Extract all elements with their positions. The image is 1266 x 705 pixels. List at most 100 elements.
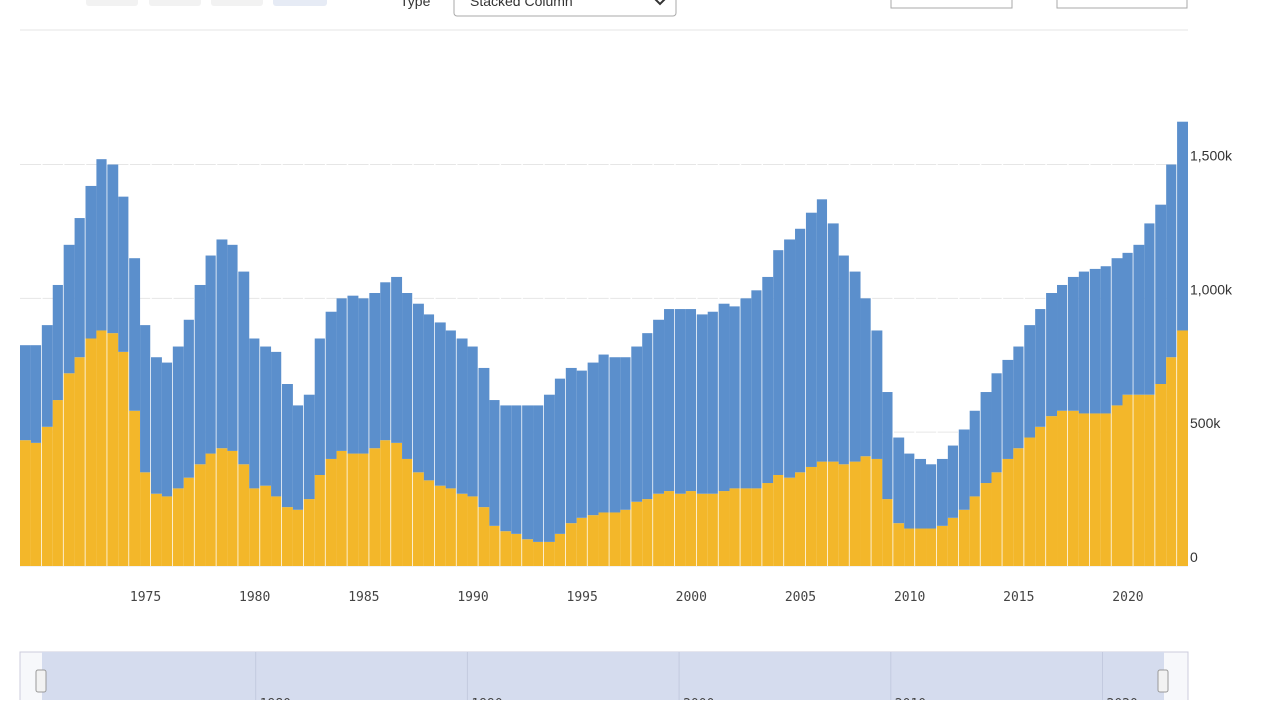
column-segment	[1035, 426, 1047, 566]
column-segment	[380, 282, 392, 441]
date-input[interactable]	[890, 0, 1013, 9]
range-button[interactable]	[273, 0, 327, 6]
column-segment	[63, 244, 75, 374]
column-segment	[260, 485, 272, 566]
column-segment	[991, 472, 1003, 566]
column-segment	[980, 483, 992, 566]
column-segment	[674, 493, 686, 566]
column-segment	[816, 461, 828, 566]
column-segment	[554, 533, 566, 566]
column-segment	[685, 491, 697, 566]
column-segment	[281, 384, 293, 508]
column-segment	[740, 298, 752, 489]
range-button[interactable]	[86, 0, 138, 6]
type-select[interactable]	[453, 0, 677, 17]
column-segment	[1177, 330, 1188, 566]
column-segment	[707, 311, 719, 494]
column-segment	[238, 464, 250, 566]
column-segment	[718, 303, 730, 492]
column-segment	[467, 496, 479, 566]
column-segment	[172, 346, 184, 489]
column-segment	[543, 541, 555, 566]
column-segment	[915, 528, 927, 566]
column-segment	[303, 394, 315, 500]
column-segment	[587, 362, 599, 516]
column-segment	[194, 284, 206, 465]
column-segment	[336, 298, 348, 451]
column-segment	[882, 499, 894, 566]
column-segment	[1144, 223, 1156, 395]
column-segment	[718, 491, 730, 566]
column-segment	[882, 392, 894, 500]
column-segment	[893, 437, 905, 524]
column-segment	[281, 507, 293, 566]
column-segment	[456, 338, 468, 494]
navigator-selection[interactable]	[42, 652, 1164, 705]
column-segment	[926, 464, 937, 529]
column-segment	[118, 196, 130, 352]
column-segment	[292, 509, 304, 566]
column-segment	[533, 541, 544, 566]
column-segment	[1078, 413, 1090, 566]
column-segment	[522, 405, 534, 540]
column-segment	[402, 293, 413, 459]
column-segment	[20, 345, 31, 441]
column-segment	[314, 338, 326, 475]
column-segment	[1067, 276, 1079, 411]
column-segment	[314, 475, 326, 566]
column-segment	[249, 488, 261, 566]
column-segment	[1046, 293, 1058, 417]
x-tick-label: 2010	[894, 590, 925, 605]
column-segment	[478, 507, 490, 566]
column-segment	[511, 405, 523, 534]
column-segment	[1166, 357, 1178, 566]
column-segment	[161, 362, 173, 497]
column-segment	[620, 509, 632, 566]
column-segment	[1002, 458, 1014, 566]
column-segment	[391, 442, 403, 566]
y-tick-label: 1,500k	[1190, 148, 1233, 164]
x-tick-label: 1980	[239, 590, 270, 605]
range-button[interactable]	[149, 0, 201, 6]
column-segment	[172, 488, 184, 566]
column-segment	[751, 290, 763, 489]
column-segment	[412, 472, 424, 566]
column-segment	[587, 515, 599, 566]
column-segment	[489, 525, 501, 566]
column-segment	[434, 485, 446, 566]
column-segment	[227, 450, 239, 566]
column-segment	[1024, 437, 1036, 566]
column-segment	[805, 466, 817, 566]
column-segment	[609, 512, 621, 566]
column-segment	[216, 448, 228, 566]
column-segment	[598, 512, 610, 566]
column-segment	[1155, 384, 1167, 566]
column-segment	[620, 357, 632, 510]
column-segment	[926, 528, 937, 566]
date-input[interactable]	[1056, 0, 1188, 9]
range-button[interactable]	[211, 0, 263, 6]
column-segment	[74, 218, 86, 358]
column-segment	[729, 488, 741, 566]
column-segment	[762, 483, 774, 566]
column-segment	[871, 330, 883, 459]
column-segment	[336, 450, 348, 566]
column-segment	[1122, 252, 1134, 395]
column-segment	[260, 346, 272, 486]
column-segment	[696, 493, 708, 566]
navigator-handle[interactable]	[35, 669, 47, 693]
column-segment	[598, 354, 610, 513]
column-segment	[631, 346, 643, 502]
column-segment	[347, 453, 359, 566]
column-segment	[52, 284, 64, 401]
column-segment	[871, 458, 883, 566]
navigator-handle[interactable]	[1157, 669, 1169, 693]
column-segment	[1177, 121, 1188, 331]
column-segment	[674, 309, 686, 494]
column-segment	[576, 370, 588, 518]
column-segment	[554, 378, 566, 534]
column-segment	[423, 314, 435, 481]
column-segment	[63, 373, 75, 566]
x-tick-label: 1975	[130, 590, 161, 605]
column-segment	[1013, 448, 1025, 566]
